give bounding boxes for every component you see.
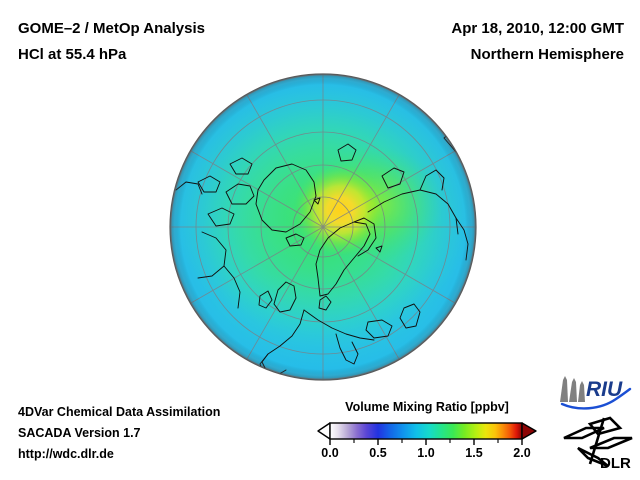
dlr-logo-mark: DLR (563, 416, 633, 472)
colorbar-extend-max (521, 422, 537, 440)
riu-towers-icon (560, 376, 585, 402)
dlr-wordmark: DLR (600, 455, 631, 470)
footer-line-3: http://wdc.dlr.de (18, 447, 114, 461)
riu-wordmark: RIU (586, 378, 623, 401)
globe-map (168, 72, 478, 382)
colorbar-tick-label-2: 1.0 (417, 446, 435, 460)
globe-limb-shading (170, 74, 476, 380)
colorbar-tick-label-1: 0.5 (369, 446, 387, 460)
colorbar-tick-labels: 0.0 0.5 1.0 1.5 2.0 (312, 446, 542, 466)
colorbar-tick-label-0: 0.0 (321, 446, 339, 460)
colorbar-scale (317, 422, 537, 445)
colorbar-title: Volume Mixing Ratio [ppbv] (345, 400, 509, 414)
colorbar-gradient (330, 423, 522, 439)
colorbar-tick-label-3: 1.5 (465, 446, 483, 460)
colorbar-minor-ticks (353, 439, 499, 443)
riu-logo: RIU (556, 372, 636, 410)
figure-subtitle: Apr 18, 2010, 12:00 GMT Northern Hemisph… (451, 16, 624, 68)
title-line-2: HCl at 55.4 hPa (18, 46, 127, 63)
title-line-1: GOME–2 / MetOp Analysis (18, 20, 205, 37)
dlr-logo: DLR (560, 414, 638, 472)
riu-swoosh-icon (560, 387, 632, 410)
colorbar-extend-min (317, 422, 331, 440)
footer-line-1: 4DVar Chemical Data Assimilation (18, 405, 221, 419)
globe-outline (169, 73, 477, 381)
observation-datetime: Apr 18, 2010, 12:00 GMT (451, 20, 624, 37)
orthographic-projection (169, 73, 477, 381)
riu-logo-mark: RIU (560, 376, 632, 410)
figure-title: GOME–2 / MetOp Analysis HCl at 55.4 hPa (18, 16, 205, 68)
hemisphere-label: Northern Hemisphere (470, 46, 624, 63)
colorbar: Volume Mixing Ratio [ppbv] (312, 400, 542, 472)
dlr-pinwheel-icon (563, 416, 633, 468)
footer-credits: 4DVar Chemical Data Assimilation SACADA … (18, 402, 220, 465)
footer-line-2: SACADA Version 1.7 (18, 426, 141, 440)
colorbar-ticks (329, 439, 523, 445)
colorbar-tick-label-4: 2.0 (513, 446, 531, 460)
